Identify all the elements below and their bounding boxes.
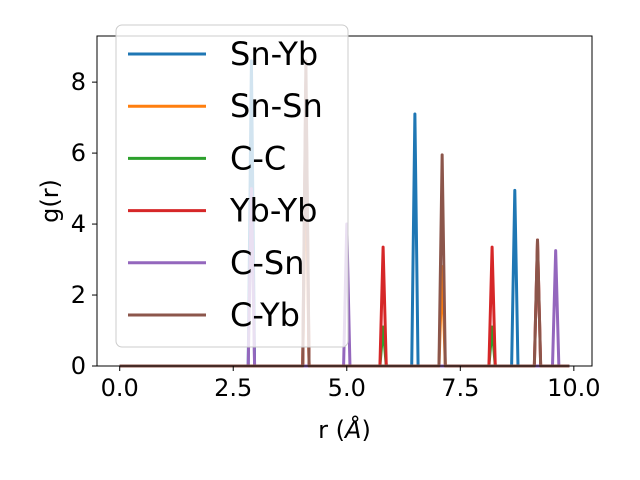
y-tick-label: 8 [71, 68, 86, 96]
x-tick-label: 5.0 [328, 374, 366, 402]
x-axis-label-text: r ( [318, 416, 345, 444]
y-ticks: 0 2 4 6 8 [71, 68, 97, 380]
y-tick-label: 4 [71, 210, 86, 238]
x-axis-label: r (Å) [318, 415, 371, 444]
y-tick-label: 6 [71, 139, 86, 167]
x-axis-label-unit: Å [343, 415, 361, 444]
legend-label: C-Sn [230, 244, 304, 282]
y-tick-label: 2 [71, 281, 86, 309]
x-tick-label: 2.5 [214, 374, 252, 402]
y-axis-label: g(r) [36, 179, 64, 223]
legend-label: C-C [230, 139, 286, 177]
legend-label: Yb-Yb [229, 192, 317, 230]
x-tick-label: 0.0 [101, 374, 139, 402]
x-axis-label-close: ) [361, 416, 370, 444]
x-ticks: 0.0 2.5 5.0 7.5 10.0 [101, 366, 601, 402]
legend: Sn-Yb Sn-Sn C-C Yb-Yb C-Sn C-Yb [115, 24, 349, 348]
legend-label: C-Yb [230, 296, 300, 334]
legend-label: Sn-Yb [230, 35, 318, 73]
y-tick-label: 0 [71, 352, 86, 380]
x-tick-label: 10.0 [547, 374, 600, 402]
legend-label: Sn-Sn [230, 87, 323, 125]
x-tick-label: 7.5 [441, 374, 479, 402]
